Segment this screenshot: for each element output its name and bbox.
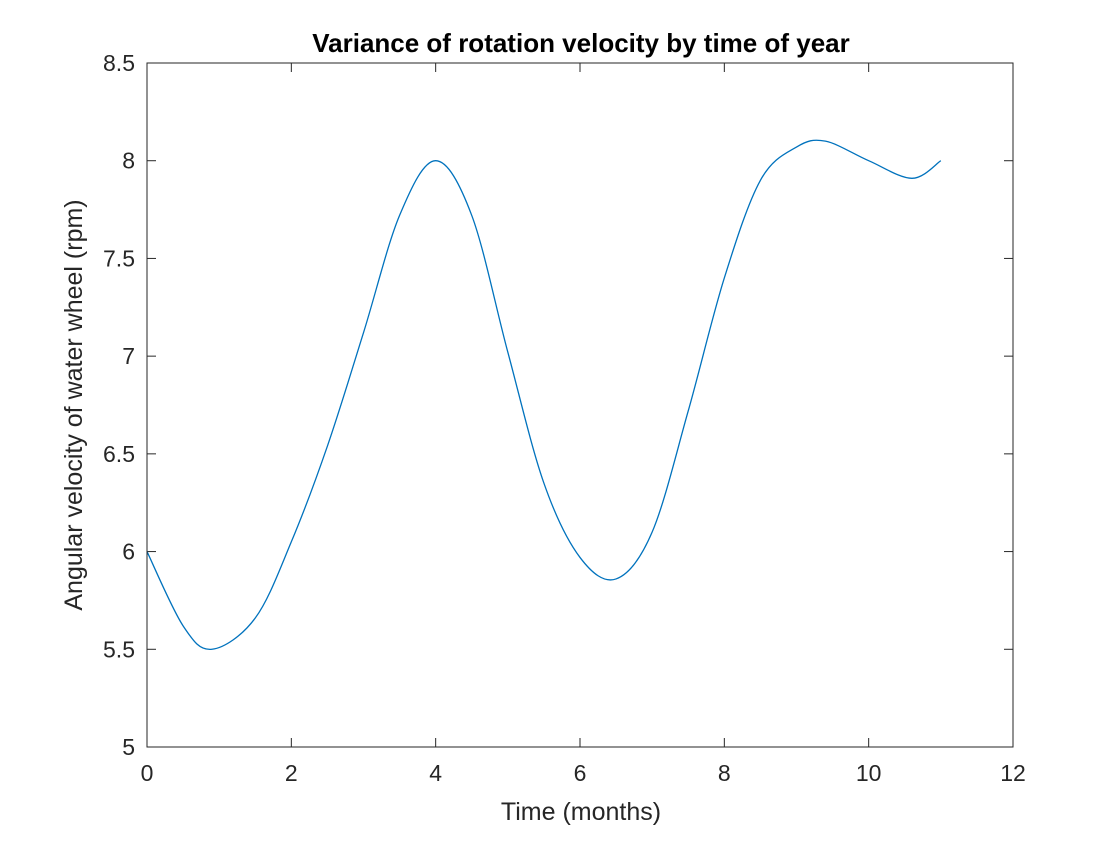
y-tick-label: 5 xyxy=(122,734,135,760)
plot-area-frame xyxy=(146,62,1014,748)
x-tick-label: 12 xyxy=(1000,760,1026,786)
x-tick-label: 8 xyxy=(718,760,731,786)
series-line xyxy=(146,139,942,650)
y-tick-label: 7.5 xyxy=(103,245,135,271)
y-tick-label: 8 xyxy=(122,148,135,174)
y-tick-label: 8.5 xyxy=(103,50,135,76)
labels-layer: 0 2 4 6 8 10 12 5 5.5 6 6.5 7 7.5 8 8.5 xyxy=(103,50,1026,786)
x-tick-label: 0 xyxy=(141,760,154,786)
x-axis-label: Time (months) xyxy=(501,798,661,826)
x-tick-label: 4 xyxy=(429,760,442,786)
y-axis-label: Angular velocity of water wheel (rpm) xyxy=(60,199,88,610)
y-tick-label: 7 xyxy=(122,343,135,369)
x-tick-label: 2 xyxy=(285,760,298,786)
x-tick-label: 10 xyxy=(856,760,882,786)
chart-title: Variance of rotation velocity by time of… xyxy=(312,28,850,58)
y-tick-label: 6.5 xyxy=(103,441,135,467)
x-tick-label: 6 xyxy=(574,760,587,786)
y-tick-label: 6 xyxy=(122,539,135,565)
y-tick-label: 5.5 xyxy=(103,636,135,662)
